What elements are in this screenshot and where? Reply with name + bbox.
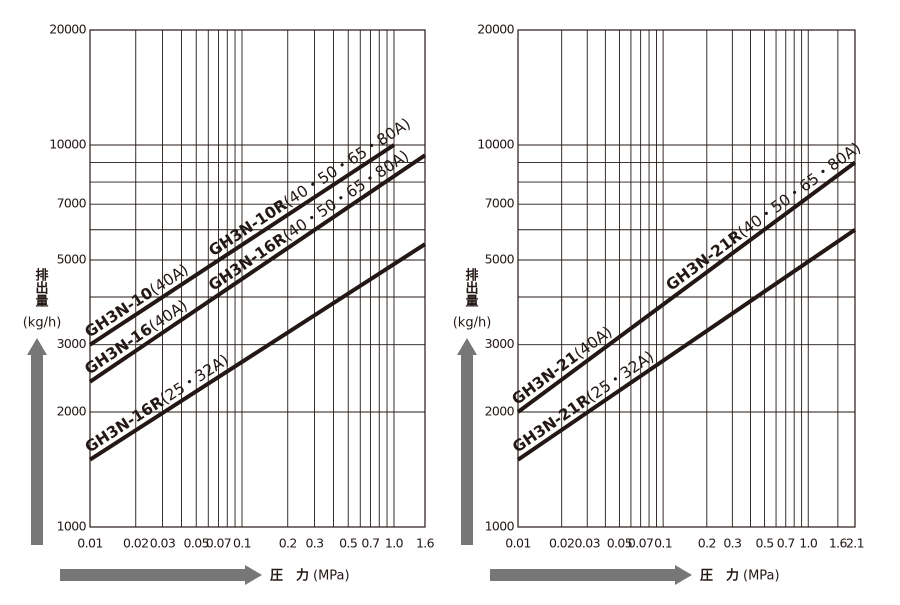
y-tick-label: 1000 <box>485 519 515 534</box>
y-axis-unit: (kg/h) <box>23 316 62 331</box>
x-tick-label: 0.07 <box>206 536 231 551</box>
series-line <box>88 242 427 462</box>
x-tick-label: 0.2 <box>698 536 716 551</box>
x-tick-label: 1.6 <box>416 536 435 551</box>
x-tick-label: 0.07 <box>628 536 653 551</box>
x-arrow <box>60 565 262 585</box>
plot-frame <box>517 29 856 528</box>
y-axis-label: 排出量 <box>33 267 49 308</box>
series-line <box>516 228 857 462</box>
x-tick-label: 0.1 <box>233 536 251 551</box>
y-axis-label: 排出量 <box>463 267 479 308</box>
y-tick-label: 10000 <box>49 136 86 151</box>
x-tick-label: 0.2 <box>279 536 297 551</box>
y-tick-label: 3000 <box>485 336 515 351</box>
line-label-model: GH3N-16R <box>81 392 166 456</box>
line-label: GH3N-21R(40・50・65・80A) <box>662 138 864 294</box>
y-tick-label: 5000 <box>57 251 87 266</box>
x-axis-unit: (MPa) <box>743 569 780 584</box>
y-axis-unit: (kg/h) <box>453 316 492 331</box>
x-tick-label: 0.5 <box>756 536 774 551</box>
x-tick-label: 0.5 <box>339 536 357 551</box>
x-tick-label: 0.05 <box>184 536 209 551</box>
series-line <box>88 143 396 347</box>
x-tick-label: 0.01 <box>505 536 530 551</box>
y-tick-label: 1000 <box>57 519 87 534</box>
x-arrow <box>490 565 692 585</box>
x-tick-label: 0.02 <box>123 536 148 551</box>
y-tick-label: 7000 <box>485 196 515 211</box>
x-axis-label: 圧 力 <box>270 568 309 584</box>
x-tick-label: 0.02 <box>549 536 574 551</box>
x-axis-unit: (MPa) <box>313 569 350 584</box>
y-tick-label: 2000 <box>485 404 515 419</box>
y-tick-label: 5000 <box>485 251 515 266</box>
y-arrow <box>27 338 47 545</box>
y-arrow <box>457 338 477 545</box>
y-tick-label: 20000 <box>49 22 86 37</box>
series-line <box>88 153 427 384</box>
y-tick-label: 2000 <box>57 404 87 419</box>
series-line <box>516 160 857 414</box>
x-tick-label: 1.6 <box>829 536 848 551</box>
line-label-size: (25・32A) <box>157 350 232 407</box>
x-tick-label: 0.7 <box>777 536 795 551</box>
x-tick-label: 0.03 <box>150 536 175 551</box>
line-label: GH3N-10R(40・50・65・80A) <box>205 114 413 259</box>
x-tick-label: 0.1 <box>654 536 672 551</box>
x-tick-label: 2.1 <box>846 536 864 551</box>
x-tick-label: 1.0 <box>799 536 818 551</box>
line-label-size: (40・50・65・80A) <box>734 138 864 241</box>
y-tick-label: 3000 <box>57 336 87 351</box>
plot-frame <box>89 29 426 528</box>
x-tick-label: 0.3 <box>305 536 323 551</box>
y-tick-label: 20000 <box>477 22 514 37</box>
x-tick-label: 0.01 <box>77 536 102 551</box>
y-tick-label: 10000 <box>477 136 514 151</box>
x-axis-label: 圧 力 <box>700 568 739 584</box>
y-tick-label: 7000 <box>57 196 87 211</box>
x-tick-label: 0.05 <box>607 536 632 551</box>
x-tick-label: 0.3 <box>723 536 741 551</box>
x-tick-label: 0.03 <box>575 536 600 551</box>
x-tick-label: 1.0 <box>385 536 404 551</box>
x-tick-label: 0.7 <box>361 536 379 551</box>
